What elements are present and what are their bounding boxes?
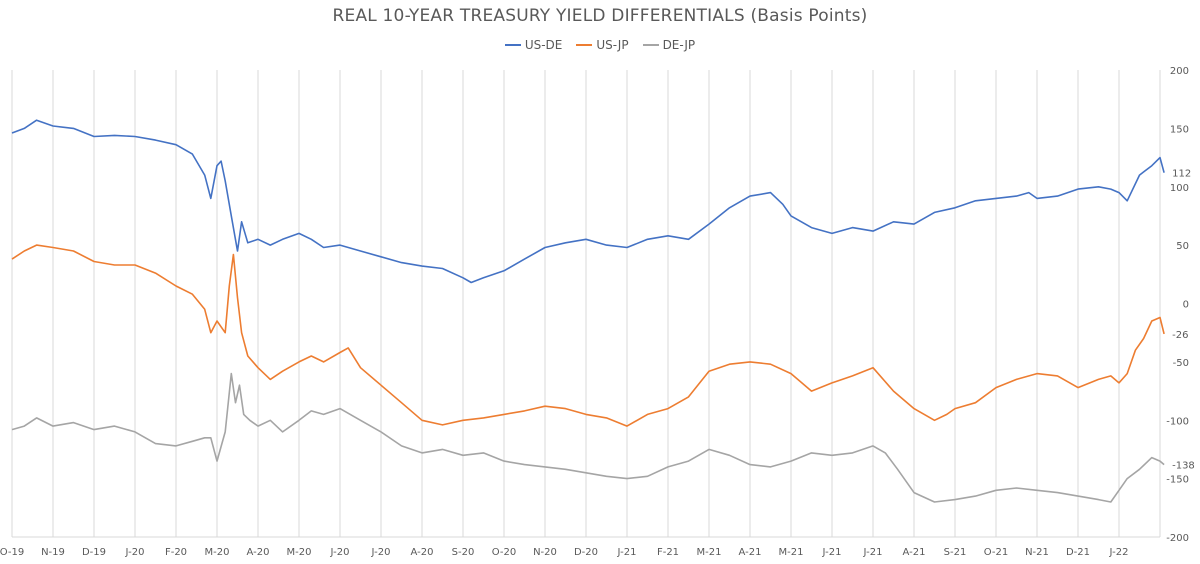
y-tick-label: 50 xyxy=(1176,241,1189,252)
x-tick-label: F-20 xyxy=(165,547,187,558)
end-label-de-jp: -138 xyxy=(1172,461,1195,472)
x-tick-label: N-20 xyxy=(533,547,557,558)
y-tick-label: 0 xyxy=(1183,300,1189,311)
x-tick-label: M-20 xyxy=(287,547,312,558)
x-tick-label: J-21 xyxy=(863,547,883,558)
series-lines xyxy=(11,119,1165,503)
legend-swatch-us-jp xyxy=(576,44,593,46)
series-line-us-jp xyxy=(11,244,1165,427)
x-tick-label: D-19 xyxy=(82,547,106,558)
legend: US-DE US-JP DE-JP xyxy=(0,38,1200,52)
chart-title: REAL 10-YEAR TREASURY YIELD DIFFERENTIAL… xyxy=(332,6,868,26)
x-tick-label: M-21 xyxy=(697,547,722,558)
x-tick-label: J-21 xyxy=(822,547,842,558)
x-tick-label: O-21 xyxy=(984,547,1008,558)
y-tick-label: -100 xyxy=(1166,416,1189,427)
end-label-us-de: 112 xyxy=(1172,169,1191,180)
x-tick-label: A-21 xyxy=(903,547,926,558)
x-tick-label: N-21 xyxy=(1025,547,1049,558)
y-tick-label: 200 xyxy=(1170,66,1189,77)
x-tick-label: O-20 xyxy=(492,547,516,558)
legend-item-us-jp: US-JP xyxy=(576,38,629,52)
y-tick-label: -200 xyxy=(1166,533,1189,544)
x-tick-label: M-20 xyxy=(205,547,230,558)
series-line-de-jp xyxy=(11,372,1165,503)
x-tick-label: D-20 xyxy=(574,547,598,558)
legend-label-de-jp: DE-JP xyxy=(662,38,696,52)
end-label-us-jp: -26 xyxy=(1172,330,1188,341)
x-tick-label: J-20 xyxy=(125,547,145,558)
grid-lines xyxy=(11,70,1161,538)
y-tick-label: 100 xyxy=(1170,183,1189,194)
legend-label-us-de: US-DE xyxy=(524,38,563,52)
legend-item-us-de: US-DE xyxy=(504,38,563,52)
series-line-us-de xyxy=(11,119,1165,284)
y-tick-label: 150 xyxy=(1170,124,1189,135)
x-tick-label: F-21 xyxy=(657,547,679,558)
x-tick-label: A-21 xyxy=(739,547,762,558)
legend-label-us-jp: US-JP xyxy=(596,38,629,52)
x-tick-label: S-21 xyxy=(944,547,967,558)
x-tick-label: O-19 xyxy=(0,547,24,558)
x-tick-label: D-21 xyxy=(1066,547,1090,558)
y-tick-label: -50 xyxy=(1173,358,1189,369)
x-tick-label: M-21 xyxy=(779,547,804,558)
x-tick-label: J-22 xyxy=(1109,547,1129,558)
legend-swatch-us-de xyxy=(504,44,521,46)
x-tick-label: N-19 xyxy=(41,547,65,558)
x-tick-label: A-20 xyxy=(247,547,270,558)
y-tick-label: -150 xyxy=(1166,475,1189,486)
x-tick-label: J-21 xyxy=(617,547,637,558)
legend-item-de-jp: DE-JP xyxy=(642,38,696,52)
x-axis-ticks: O-19 N-19 D-19 J-20 F-20 M-20 A-20 M-20 J-20 J-20… xyxy=(0,547,1128,558)
x-tick-label: J-20 xyxy=(371,547,391,558)
x-tick-label: A-20 xyxy=(411,547,434,558)
x-tick-label: J-20 xyxy=(330,547,350,558)
x-tick-label: S-20 xyxy=(452,547,475,558)
y-axis-ticks: 200 150 100 50 0 -50 -100 -150 -200 xyxy=(1166,66,1189,544)
end-labels: 112 -26 -138 xyxy=(1172,169,1195,472)
legend-swatch-de-jp xyxy=(642,44,659,46)
